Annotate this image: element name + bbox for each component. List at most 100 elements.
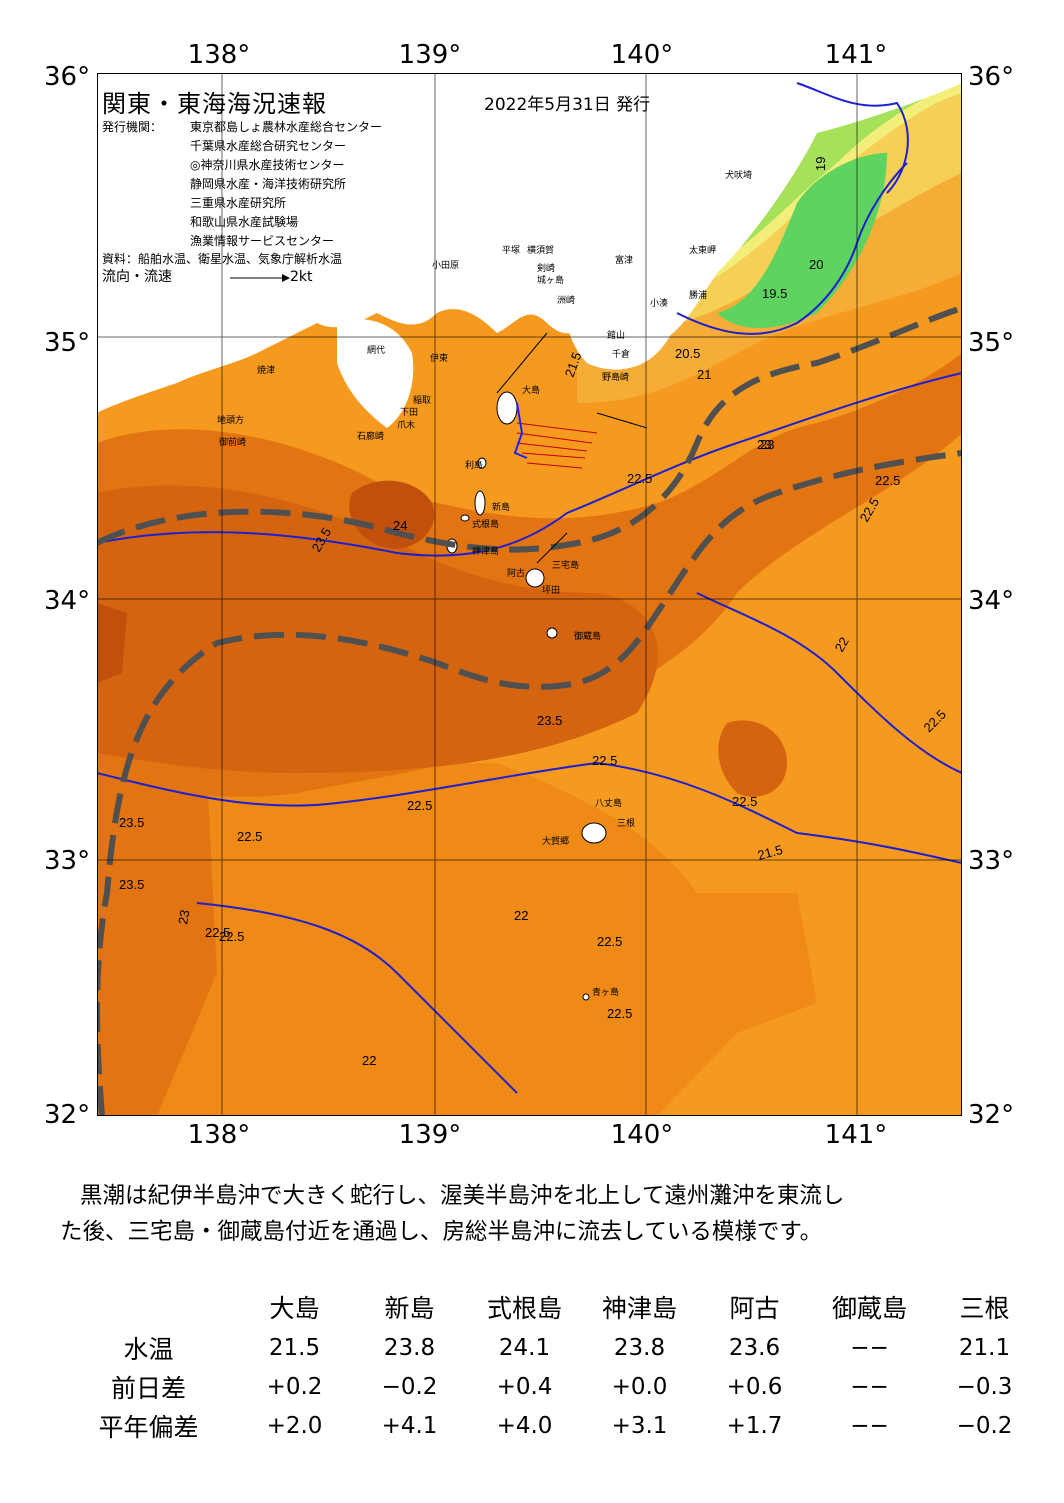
- island-aogashima: [582, 993, 590, 1001]
- isotherm-label: 22.5: [219, 929, 244, 944]
- place-label: 富津: [615, 254, 633, 265]
- isotherm-label: 22: [362, 1053, 376, 1068]
- place-label: 小田原: [432, 260, 459, 270]
- isotherm-label: 22.5: [407, 798, 432, 813]
- isotherm-label: 23: [175, 909, 192, 926]
- table-cell: +0.2: [266, 1373, 323, 1400]
- lat-label-34-left: 34°: [44, 586, 91, 616]
- publisher-item: 漁業情報サービスセンター: [190, 234, 335, 248]
- publisher-item: 千葉県水産総合研究センター: [190, 139, 347, 153]
- table-cell: +0.6: [726, 1373, 783, 1400]
- table-cell: +0.4: [496, 1373, 553, 1400]
- place-label: 爪木: [397, 419, 415, 430]
- water-19-5-zone: [717, 153, 887, 328]
- place-label: 阿古: [507, 567, 525, 578]
- place-label: 新島: [492, 501, 510, 512]
- sea-temperature-map: 19 19.5 20 20.5 21 21.5 22 22.5 23 23.5 …: [97, 73, 962, 1116]
- flow-scale-label: 2kt: [290, 269, 313, 285]
- table-cell: 24.1: [498, 1334, 551, 1361]
- lat-label-35-right: 35°: [968, 328, 1015, 358]
- isotherm-label: 22.5: [592, 753, 617, 768]
- table-cell: +0.0: [611, 1373, 668, 1400]
- island-oshima: [496, 391, 518, 425]
- table-row: 前日差 +0.2 −0.2 +0.4 +0.0 +0.6 −− −0.3: [60, 1367, 1042, 1406]
- place-label: 洲崎: [557, 294, 575, 305]
- lon-label-141-bottom: 141°: [824, 1120, 888, 1150]
- land-north: [97, 73, 962, 413]
- table-cell: −0.2: [381, 1373, 438, 1400]
- publisher-label: 発行機関：: [102, 120, 163, 134]
- publisher-item: 三重県水産研究所: [190, 196, 287, 210]
- place-label: 小湊: [650, 297, 668, 308]
- place-label: 地頭方: [217, 414, 244, 425]
- table-row: 平年偏差 +2.0 +4.1 +4.0 +3.1 +1.7 −− −0.2: [60, 1406, 1042, 1445]
- data-sources: 資料：船舶水温、衛星水温、気象庁解析水温: [102, 252, 343, 266]
- column-header: 大島: [269, 1294, 320, 1323]
- isotherm-line-22-south: [196, 902, 518, 1094]
- place-label: 太東岬: [689, 244, 716, 255]
- place-label: 式根島: [472, 518, 499, 529]
- island-toshima: [477, 457, 487, 469]
- isotherm-label: 22: [832, 634, 852, 654]
- place-label: 館山: [607, 329, 625, 340]
- table-cell: 23.8: [383, 1334, 436, 1361]
- table-cell: +3.1: [611, 1412, 668, 1439]
- place-label: 神津島: [472, 545, 499, 556]
- isotherm-line-19-5: [676, 162, 908, 335]
- lon-label-141-top: 141°: [824, 40, 888, 70]
- isotherm-label: 21.5: [756, 842, 784, 863]
- publisher-item: 東京都島しょ農林水産総合センター: [190, 120, 383, 134]
- isotherm-label: 22: [514, 908, 528, 923]
- column-header: 御蔵島: [831, 1294, 907, 1323]
- current-arrow: [521, 452, 586, 459]
- current-arrow: [526, 462, 583, 469]
- column-header: 式根島: [486, 1294, 562, 1323]
- isotherm-label: 22.5: [732, 794, 757, 809]
- lon-label-140-top: 140°: [610, 40, 674, 70]
- place-label: 網代: [367, 344, 385, 355]
- lat-label-34-right: 34°: [968, 586, 1015, 616]
- isotherm-label: 23.5: [537, 713, 562, 728]
- isotherm-label: 22.5: [237, 829, 262, 844]
- table-cell: 23.6: [728, 1334, 781, 1361]
- isotherm-label: 20.5: [675, 346, 700, 361]
- current-arrow: [536, 532, 568, 564]
- isotherm-label: 21: [697, 367, 711, 382]
- table-row: 水温 21.5 23.8 24.1 23.8 23.6 −− 21.1: [60, 1328, 1042, 1367]
- land-izu-peninsula: [337, 319, 414, 428]
- water-24-west-patch: [97, 603, 127, 683]
- isotherm-label: 24: [393, 518, 407, 533]
- place-label: 下田: [400, 407, 418, 417]
- map-frame: [97, 73, 962, 1116]
- place-label: 利島: [465, 459, 483, 470]
- place-label: 勝浦: [689, 289, 707, 300]
- island-hachijojima: [581, 822, 607, 844]
- island-miyakejima: [525, 568, 545, 588]
- place-label: 伊東: [430, 352, 448, 363]
- lon-label-138-bottom: 138°: [187, 1120, 251, 1150]
- place-label: 八丈島: [595, 797, 622, 808]
- column-header: 新島: [384, 1294, 435, 1323]
- place-label: 大賀郷: [542, 835, 569, 846]
- lon-label-139-top: 139°: [398, 40, 462, 70]
- table-header-row: 大島 新島 式根島 神津島 阿古 御蔵島 三根: [60, 1286, 1042, 1328]
- table-cell: 21.5: [268, 1334, 321, 1361]
- place-label: 野島崎: [602, 371, 629, 382]
- current-arrow: [596, 412, 648, 429]
- place-label: 三根: [617, 817, 635, 828]
- map-title: 関東・東海海況速報: [102, 90, 327, 118]
- place-label: 千倉: [612, 348, 630, 359]
- isotherm-label: 22.5: [627, 471, 652, 486]
- isotherm-line-23-north: [97, 372, 962, 557]
- table-cell: +4.1: [381, 1412, 438, 1439]
- current-arrow: [516, 422, 598, 434]
- current-arrow: [516, 432, 593, 444]
- table-cell: −−: [850, 1412, 889, 1439]
- island-temperature-table: 大島 新島 式根島 神津島 阿古 御蔵島 三根 水温 21.5 23.8 24.…: [60, 1286, 1042, 1445]
- lat-label-33-left: 33°: [44, 846, 91, 876]
- water-23-5-zone-west: [97, 713, 217, 1116]
- isotherm-label: 22.5: [607, 1006, 632, 1021]
- flow-legend-label: 流向・流速: [102, 269, 172, 285]
- place-label: 石廊崎: [357, 430, 384, 441]
- table-cell: +2.0: [266, 1412, 323, 1439]
